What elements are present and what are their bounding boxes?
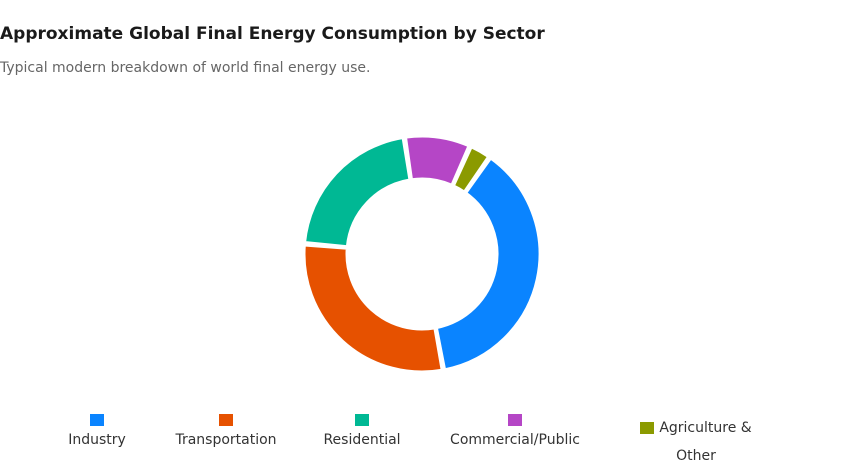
legend-label-commercial-public: Commercial/Public	[450, 432, 580, 448]
legend-item-industry[interactable]: Industry	[57, 414, 137, 454]
donut-slice-commercial-public[interactable]	[404, 134, 471, 187]
legend-label-residential: Residential	[323, 432, 401, 448]
legend-label-industry: Industry	[68, 432, 126, 448]
legend-item-transportation[interactable]: Transportation	[166, 414, 286, 454]
chart-subtitle: Typical modern breakdown of world final …	[0, 60, 371, 76]
legend-label-transportation: Transportation	[175, 432, 277, 448]
legend-swatch-commercial-public	[508, 414, 522, 426]
donut-slice-agriculture-other[interactable]	[451, 145, 491, 194]
legend-item-commercial-public[interactable]: Commercial/Public	[440, 414, 590, 454]
chart-legend: Industry Transportation Residential Comm…	[0, 414, 844, 469]
legend-item-residential[interactable]: Residential	[312, 414, 412, 454]
legend-item-agriculture-other[interactable]: Agriculture & Other	[636, 414, 756, 470]
legend-swatch-industry	[90, 414, 104, 426]
legend-swatch-residential	[355, 414, 369, 426]
legend-label-agriculture-other: Other	[676, 448, 716, 464]
legend-swatch-transportation	[219, 414, 233, 426]
donut-slice-industry[interactable]	[434, 156, 542, 372]
donut-slice-residential[interactable]	[303, 136, 412, 249]
legend-swatch-agriculture-other	[640, 422, 655, 434]
legend-label-agriculture-other-line1: Agriculture &	[659, 420, 752, 436]
donut-slice-transportation[interactable]	[302, 243, 444, 374]
chart-title: Approximate Global Final Energy Consumpt…	[0, 24, 545, 44]
